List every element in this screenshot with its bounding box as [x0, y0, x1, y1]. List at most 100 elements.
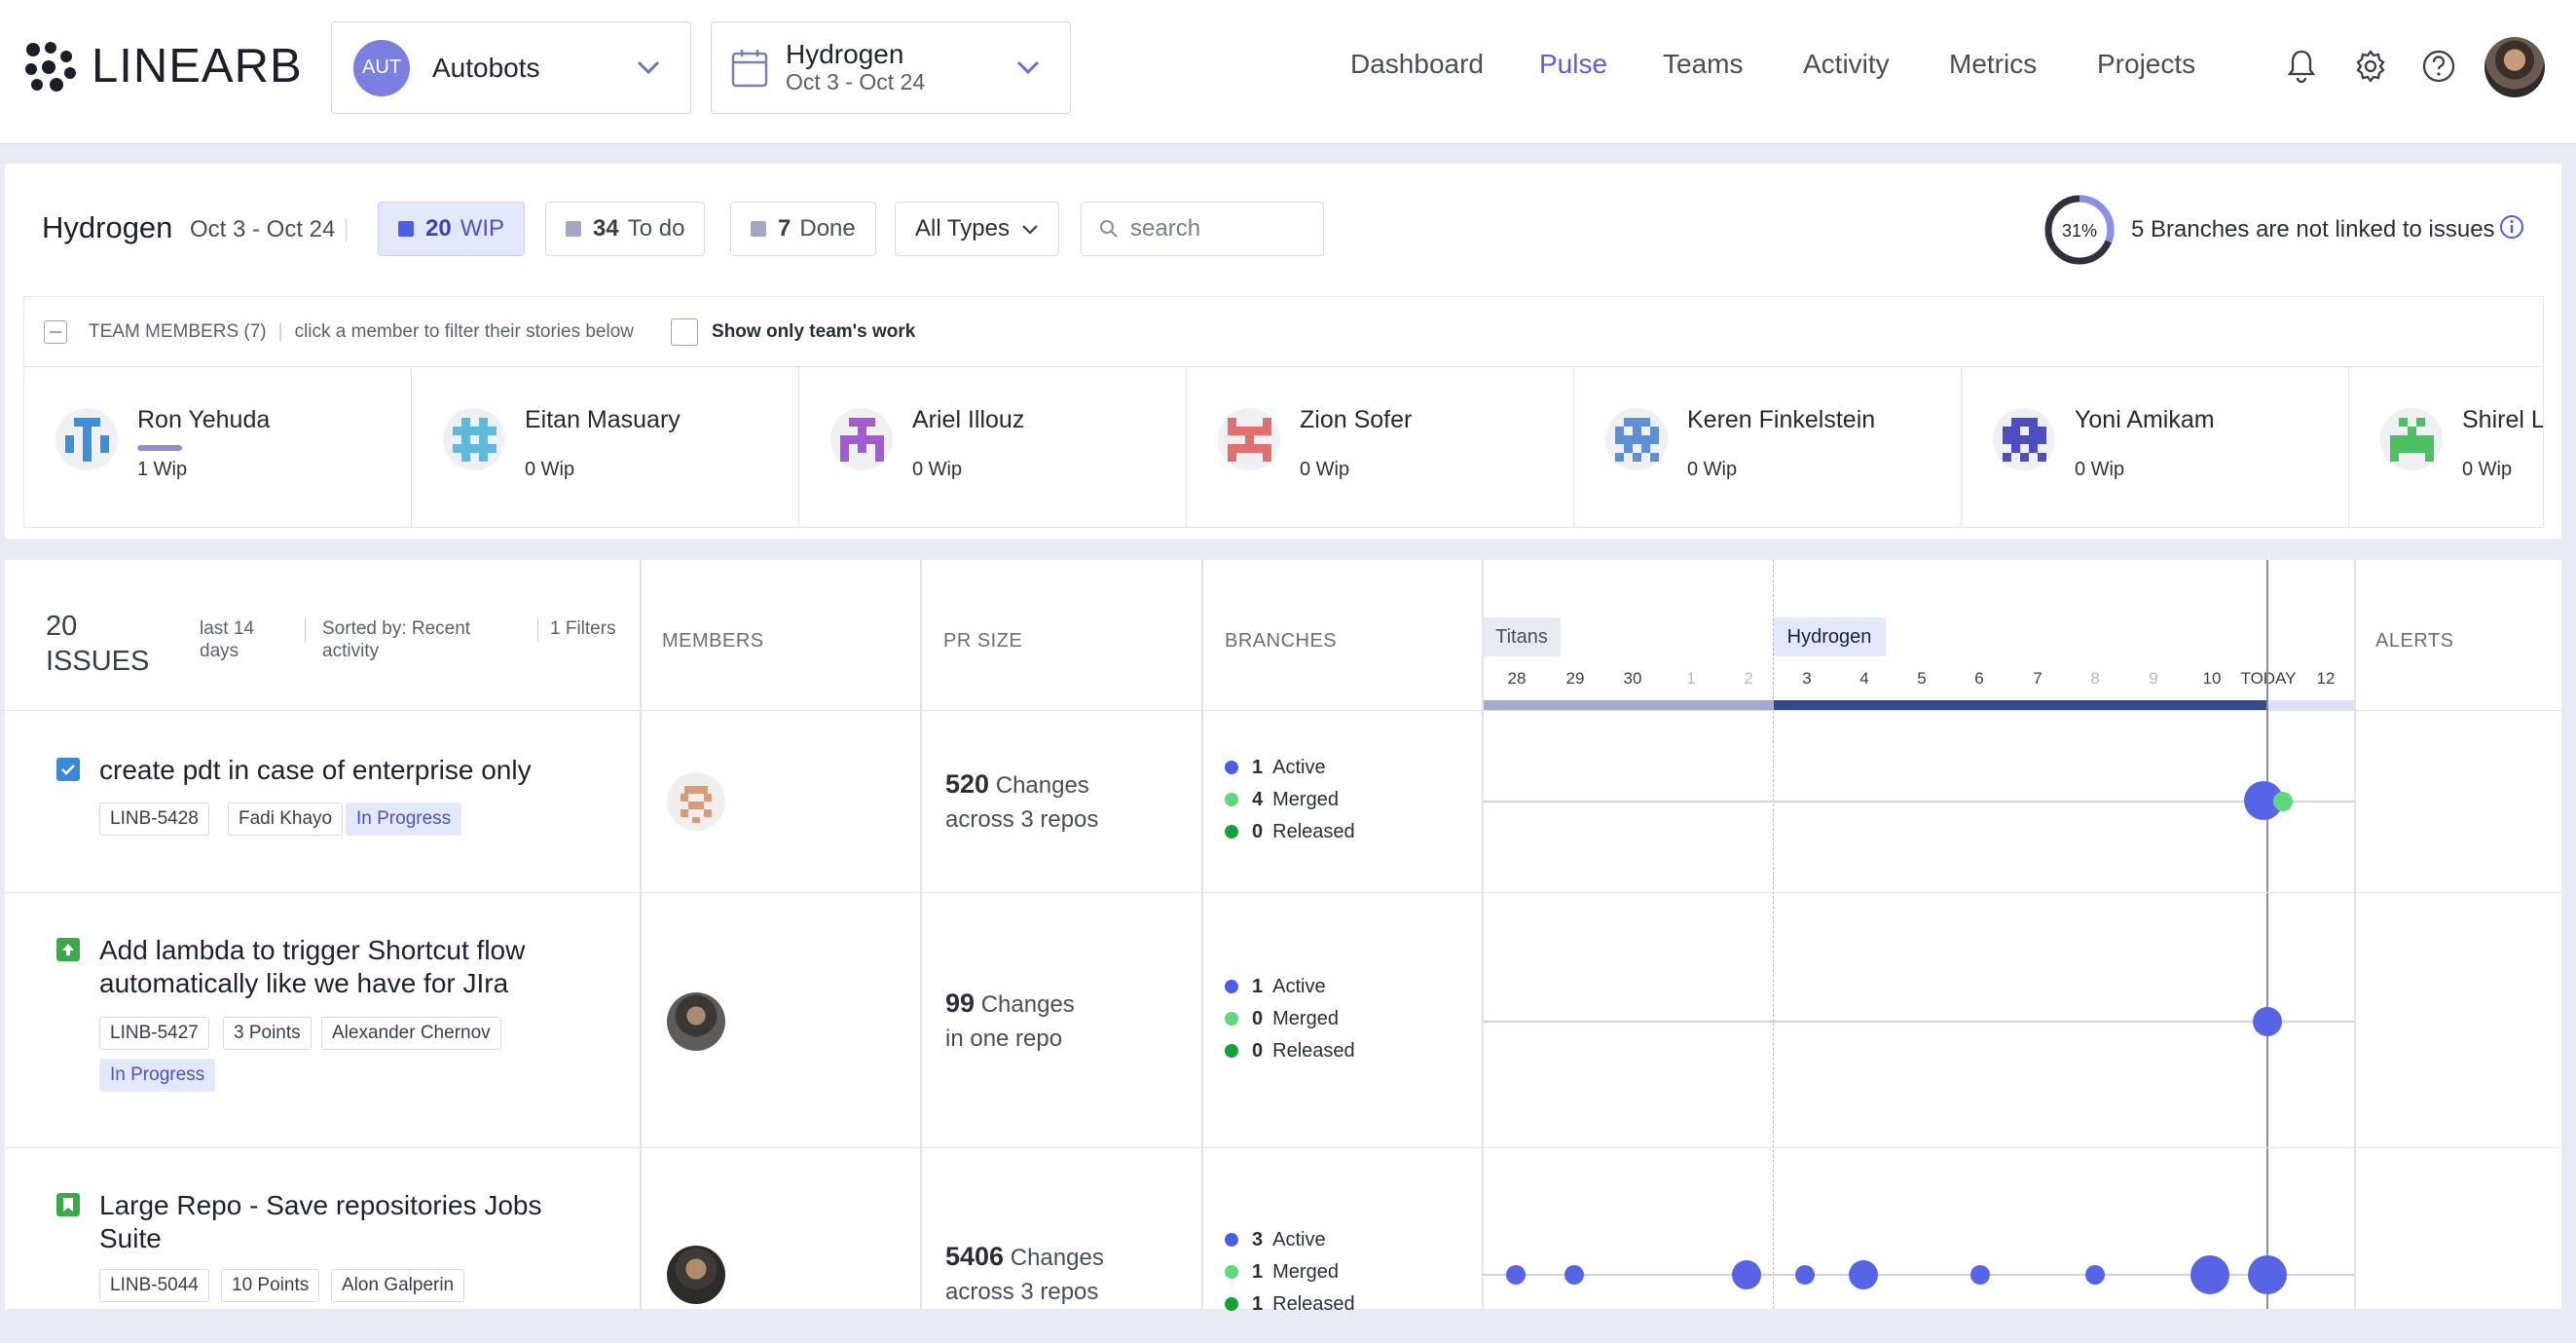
wip-filter[interactable]: 20 WIP [378, 202, 526, 256]
sort-filter[interactable]: Sorted by: Recent activity [322, 618, 471, 661]
active-dot-icon [1225, 1233, 1238, 1247]
wip-label: WIP [460, 215, 505, 242]
col-members: MEMBERS [662, 630, 764, 652]
type-filter-dropdown[interactable]: All Types [895, 202, 1059, 256]
sprint-dropdown[interactable]: Hydrogen Oct 3 - Oct 24 [711, 21, 1071, 114]
released-label: Released [1272, 1293, 1355, 1315]
team-members-title: TEAM MEMBERS (7) [89, 320, 267, 342]
search-icon [1100, 220, 1118, 238]
activity-bubble[interactable] [1970, 1265, 1990, 1285]
col-divider [640, 560, 642, 1309]
issue-key[interactable]: LINB-5427 [99, 1017, 209, 1050]
team-member[interactable]: Shirel Lu 0 Wip [2349, 367, 2543, 527]
divider [346, 218, 347, 242]
done-filter[interactable]: 7 Done [730, 202, 876, 256]
nav-activity[interactable]: Activity [1803, 49, 1890, 79]
member-avatar [1605, 408, 1668, 470]
logo-text: LINEARB [92, 40, 303, 93]
activity-bubble[interactable] [1795, 1265, 1815, 1285]
nav-teams[interactable]: Teams [1663, 49, 1744, 79]
status-badge: In Progress [99, 1059, 216, 1092]
released-label: Released [1272, 1040, 1355, 1062]
issue-row[interactable]: create pdt in case of enterprise only LI… [5, 711, 2561, 893]
activity-bubble[interactable] [2248, 1255, 2287, 1294]
filters-count[interactable]: 1 Filters [550, 618, 616, 639]
sprint-title: Hydrogen [42, 210, 173, 244]
timeline-track [1483, 1274, 2354, 1276]
member-wip: 0 Wip [912, 459, 963, 480]
sprint-dropdown-title: Hydrogen [786, 39, 904, 70]
issue-assignee: Alon Galperin [331, 1269, 465, 1302]
info-icon[interactable] [2499, 214, 2524, 240]
issue-row[interactable]: Add lambda to trigger Shortcut flow auto… [5, 893, 2561, 1148]
user-avatar[interactable] [2484, 37, 2545, 97]
activity-bubble[interactable] [1732, 1260, 1761, 1289]
member-name: Shirel Lu [2462, 406, 2543, 433]
todo-filter[interactable]: 34 To do [545, 202, 706, 256]
member-name: Keren Finkelstein [1687, 406, 1876, 433]
nav-dashboard[interactable]: Dashboard [1350, 49, 1484, 79]
team-member[interactable]: Eitan Masuary 0 Wip [412, 367, 799, 527]
activity-bubble[interactable] [2253, 1007, 2282, 1036]
timeline-day-label: 2 [1744, 669, 1753, 688]
activity-bubble[interactable] [1564, 1265, 1584, 1285]
member-avatar[interactable] [667, 772, 725, 831]
activity-bubble[interactable] [2190, 1255, 2229, 1294]
collapse-toggle[interactable] [44, 319, 67, 344]
show-only-team-checkbox[interactable] [671, 317, 699, 346]
pr-count: 99 [945, 989, 975, 1018]
timeline-day-label: TODAY [2240, 669, 2297, 688]
member-avatar[interactable] [667, 992, 725, 1051]
done-count: 7 [778, 215, 791, 242]
merge-bubble[interactable] [2273, 792, 2293, 811]
team-member[interactable]: Yoni Amikam 0 Wip [1962, 367, 2349, 527]
member-avatar[interactable] [667, 1246, 725, 1304]
active-count: 3 [1252, 1229, 1264, 1250]
timeline-day-label: 10 [2202, 669, 2222, 688]
team-member[interactable]: Keren Finkelstein 0 Wip [1574, 367, 1962, 527]
activity-bubble[interactable] [1506, 1265, 1526, 1285]
logo[interactable]: LINEARB [23, 37, 303, 95]
nav-metrics[interactable]: Metrics [1949, 49, 2038, 79]
type-filter-label: All Types [915, 215, 1010, 242]
col-alerts: ALERTS [2375, 630, 2454, 652]
member-name: Ariel Illouz [912, 406, 1025, 433]
bell-icon[interactable] [2287, 48, 2316, 85]
issues-count-number: 20 [46, 611, 78, 642]
nav-projects[interactable]: Projects [2097, 49, 2196, 79]
nav-pulse[interactable]: Pulse [1539, 49, 1608, 79]
chevron-down-icon [1022, 225, 1038, 235]
member-wip-bar [137, 445, 182, 451]
pr-unit: Changes [995, 772, 1089, 799]
issue-title[interactable]: create pdt in case of enterprise only [99, 755, 532, 785]
issue-title[interactable]: Add lambda to trigger Shortcut flow auto… [99, 935, 526, 998]
gear-icon[interactable] [2353, 48, 2388, 85]
pr-unit: Changes [980, 991, 1075, 1018]
search-input[interactable]: search [1081, 202, 1324, 256]
divider [537, 618, 538, 642]
released-count: 0 [1252, 1040, 1264, 1062]
merged-dot-icon [1225, 1265, 1238, 1279]
issue-key[interactable]: LINB-5044 [99, 1269, 209, 1302]
activity-bubble[interactable] [2085, 1265, 2105, 1285]
help-icon[interactable] [2421, 48, 2456, 85]
team-dropdown[interactable]: AUT Autobots [331, 21, 691, 114]
member-avatar [2380, 408, 2443, 470]
team-member[interactable]: Ariel Illouz 0 Wip [799, 367, 1187, 527]
activity-bubble[interactable] [1849, 1260, 1878, 1289]
pr-count: 5406 [945, 1242, 1005, 1271]
issue-title[interactable]: Large Repo - Save repositories Jobs Suit… [99, 1190, 542, 1253]
team-member[interactable]: Ron Yehuda 1 Wip [24, 367, 412, 527]
today-line [2266, 560, 2268, 1309]
team-member[interactable]: Zion Sofer 0 Wip [1187, 367, 1574, 527]
period-filter[interactable]: last 14 days [200, 618, 254, 661]
merged-count: 1 [1252, 1261, 1264, 1283]
issue-row[interactable]: Large Repo - Save repositories Jobs Suit… [5, 1148, 2561, 1343]
sprint-label-hydrogen: Hydrogen [1773, 617, 1886, 656]
issue-key[interactable]: LINB-5428 [99, 802, 209, 836]
show-only-team-label: Show only team's work [712, 320, 916, 342]
col-pr-size: PR SIZE [943, 630, 1023, 652]
pr-unit: Changes [1010, 1245, 1104, 1271]
done-label: Done [799, 215, 856, 242]
released-dot-icon [1225, 1297, 1238, 1311]
